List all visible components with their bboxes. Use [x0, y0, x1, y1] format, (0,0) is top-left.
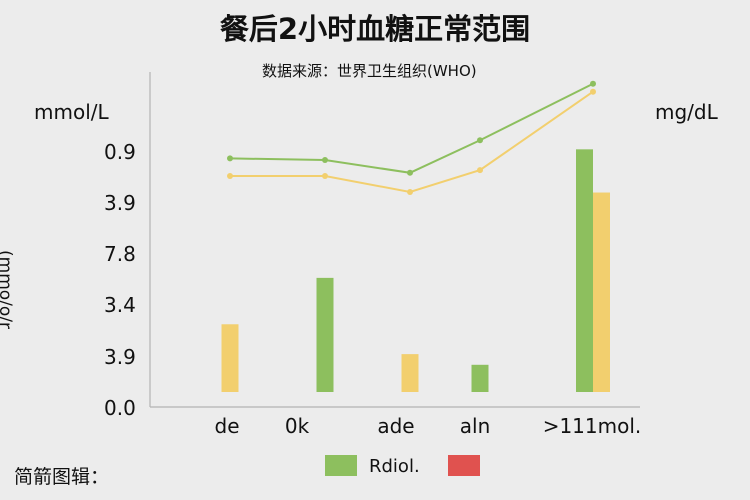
line-point-1-1: [227, 155, 233, 162]
legend-swatch-2: [448, 455, 480, 476]
y-tick-label: 3.9: [104, 345, 136, 369]
bar-2-3: [401, 354, 419, 392]
bar-1-4: [471, 364, 489, 392]
x-tick-label: 0k: [285, 414, 310, 438]
right-unit-label: mg/dL: [655, 100, 718, 124]
left-unit-label: mmol/L: [34, 100, 109, 124]
line-series-1: [229, 82, 594, 174]
y-tick-label: 0.9: [104, 140, 136, 164]
line-point-1-4: [477, 137, 483, 144]
line-point-2-1: [227, 173, 233, 179]
bar-1-5: [576, 149, 593, 392]
legend: Rdiol.: [325, 455, 480, 477]
chart-subtitle: 数据来源：世界卫生组织(WHO): [262, 62, 477, 80]
bar-1-2: [316, 277, 334, 392]
chart-title: 餐后2小时血糖正常范围: [219, 12, 531, 46]
legend-swatch-1: [325, 455, 357, 476]
bar-2-5: [593, 192, 610, 392]
line-series-2: [230, 90, 594, 194]
x-tick-label: >111mol.: [543, 414, 642, 438]
line-point-2-3: [407, 189, 413, 195]
legend-label-1: Rdiol.: [369, 456, 420, 477]
y-tick-label: 3.9: [104, 191, 136, 215]
x-tick-label: aln: [460, 414, 491, 438]
lines-layer: [227, 80, 596, 195]
bar-2-1: [221, 324, 239, 392]
y-tick-label: 7.8: [104, 242, 136, 266]
footer-label: 简箭图辑：: [14, 466, 110, 488]
bars-layer: [221, 149, 610, 392]
y-tick-label: 3.4: [104, 293, 136, 317]
x-tick-labels: de 0k ade aln >111mol.: [215, 414, 642, 438]
line-point-1-5: [590, 80, 596, 87]
y-tick-labels: 0.0 3.9 3.4 7.8 3.9 0.9: [104, 140, 136, 420]
line-point-2-4: [477, 167, 483, 174]
line-point-2-5: [590, 88, 596, 95]
line-point-1-3: [407, 169, 413, 176]
x-tick-label: ade: [377, 414, 414, 438]
line-point-2-2: [322, 173, 328, 179]
y-tick-label: 0.0: [104, 396, 136, 420]
x-tick-label: de: [215, 414, 240, 438]
line-point-1-2: [322, 157, 328, 163]
